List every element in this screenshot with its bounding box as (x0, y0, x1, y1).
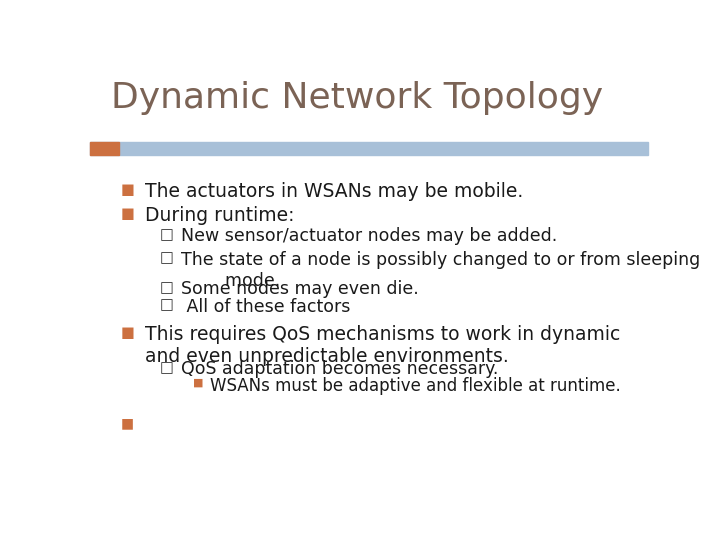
Text: During runtime:: During runtime: (145, 206, 294, 225)
Text: This requires QoS mechanisms to work in dynamic
and even unpredictable environme: This requires QoS mechanisms to work in … (145, 325, 620, 367)
Text: All of these factors: All of these factors (181, 298, 351, 316)
Text: □: □ (160, 251, 174, 266)
Text: ■: ■ (121, 416, 134, 430)
Text: □: □ (160, 227, 174, 242)
Text: Dynamic Network Topology: Dynamic Network Topology (111, 82, 603, 116)
Text: Some nodes may even die.: Some nodes may even die. (181, 280, 419, 298)
Text: ■: ■ (121, 325, 135, 340)
Text: QoS adaptation becomes necessary.: QoS adaptation becomes necessary. (181, 360, 498, 378)
Text: ■: ■ (193, 377, 204, 388)
Text: □: □ (160, 280, 174, 295)
Bar (90, 142, 119, 156)
Text: The actuators in WSANs may be mobile.: The actuators in WSANs may be mobile. (145, 182, 523, 201)
Bar (90, 142, 648, 156)
Text: □: □ (160, 360, 174, 375)
Text: □: □ (160, 298, 174, 313)
Text: ■: ■ (121, 182, 135, 197)
Text: The state of a node is possibly changed to or from sleeping
        mode.: The state of a node is possibly changed … (181, 251, 701, 290)
Text: New sensor/actuator nodes may be added.: New sensor/actuator nodes may be added. (181, 227, 557, 245)
Text: ■: ■ (121, 206, 135, 221)
Text: WSANs must be adaptive and flexible at runtime.: WSANs must be adaptive and flexible at r… (210, 377, 621, 395)
